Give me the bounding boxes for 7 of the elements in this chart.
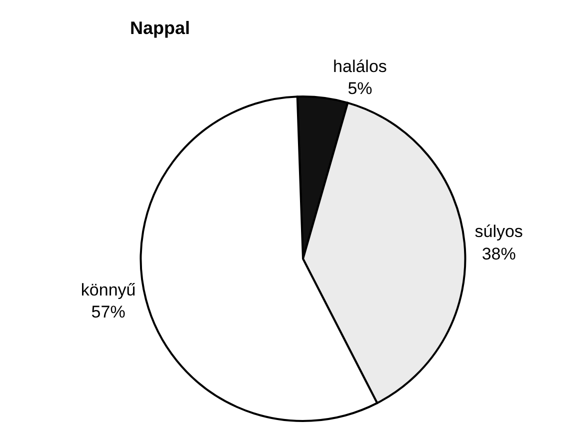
data-label: 38% — [482, 244, 516, 264]
data-label: 5% — [348, 79, 372, 98]
slice-label: könnyű — [80, 280, 136, 300]
data-label: 57% — [91, 302, 126, 322]
slice-label: súlyos — [474, 222, 523, 242]
slice-label: halálos — [333, 56, 387, 76]
chart-title: Nappal — [130, 18, 190, 38]
